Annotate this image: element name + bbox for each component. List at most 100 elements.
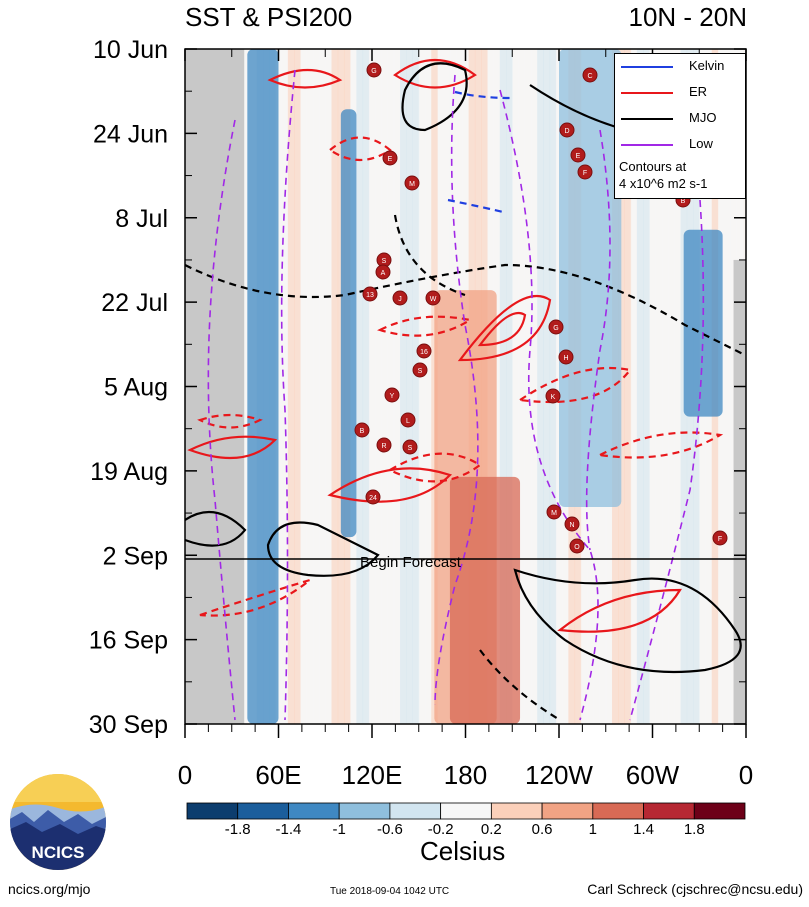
contour-kelvin	[447, 198, 504, 214]
chart-title: SST & PSI200	[185, 2, 353, 32]
colorbar-tick-label: -0.6	[377, 821, 403, 838]
colorbar-tick-label: -1	[333, 821, 346, 838]
region-label: 10N - 20N	[628, 2, 748, 32]
sst-stripe	[724, 49, 731, 724]
colorbar-tick-label: 0.6	[532, 821, 553, 838]
storm-marker-symbol	[577, 164, 593, 180]
storm-marker: R	[376, 437, 392, 453]
sst-stripe	[424, 49, 432, 724]
storm-marker-label: E	[576, 153, 581, 160]
storm-marker-symbol	[425, 290, 441, 306]
sst-stripe	[312, 49, 320, 724]
sst-stripe	[674, 49, 682, 724]
storm-marker: 13	[362, 286, 378, 302]
contour-mjo	[185, 263, 746, 356]
colorbar-swatch	[237, 802, 289, 820]
storm-marker: S	[402, 439, 418, 455]
storm-marker: G	[366, 62, 382, 78]
sst-anomaly-band	[340, 109, 357, 538]
storm-marker: J	[392, 290, 408, 306]
contour-mjo	[513, 568, 742, 674]
legend-note: Contours at 4 x10^6 m2 s-1	[619, 158, 707, 192]
sst-stripe	[524, 49, 532, 724]
legend-note-line1: Contours at	[619, 159, 687, 174]
sst-stripe	[518, 49, 526, 724]
sst-stripe	[506, 49, 513, 724]
y-tick-label: 2 Sep	[103, 542, 168, 570]
storm-marker-symbol	[375, 264, 391, 280]
storm-marker-symbol	[564, 516, 580, 532]
contour-mjo	[266, 521, 380, 577]
colorbar-tick-label: 0.2	[481, 821, 502, 838]
sst-stripe	[549, 49, 557, 724]
storm-marker: G	[548, 319, 564, 335]
sst-stripe	[368, 49, 376, 724]
contour-mjo	[401, 62, 468, 132]
legend-label-kelvin: Kelvin	[689, 58, 725, 73]
storm-marker: C	[582, 67, 598, 83]
colorbar-swatch	[186, 802, 239, 820]
y-tick-label: 19 Aug	[90, 458, 168, 486]
sst-stripe	[400, 49, 407, 724]
storm-marker-symbol	[404, 175, 420, 191]
storm-marker-symbol	[362, 286, 378, 302]
storm-marker-symbol	[412, 362, 428, 378]
colorbar-swatch	[288, 802, 340, 820]
sst-stripe	[543, 49, 551, 724]
colorbar-swatch	[440, 802, 492, 820]
sst-stripe	[530, 49, 538, 724]
sst-stripe	[493, 49, 501, 724]
y-tick-label: 16 Sep	[89, 627, 168, 655]
sst-stripe	[300, 49, 308, 724]
storm-marker-symbol	[545, 388, 561, 404]
contour-er	[457, 295, 552, 362]
storm-marker: L	[400, 412, 416, 428]
contour-low	[585, 129, 611, 551]
storm-marker: 24	[365, 489, 381, 505]
storm-marker-label: F	[583, 170, 587, 177]
contour-er	[328, 136, 392, 161]
contour-er	[199, 578, 311, 617]
storm-marker-symbol	[548, 319, 564, 335]
storm-marker-label: S	[408, 445, 413, 452]
x-tick-label: 60W	[626, 760, 680, 790]
contour-er	[197, 413, 263, 429]
contour-er	[477, 312, 527, 347]
storm-marker-label: K	[551, 394, 556, 401]
colorbar-swatch	[643, 802, 695, 820]
contour-mjo	[393, 214, 466, 297]
storm-marker-symbol	[354, 422, 370, 438]
sst-stripe	[618, 49, 625, 724]
contour-low	[207, 119, 236, 721]
contour-mjo	[479, 649, 561, 721]
contour-low	[629, 199, 705, 721]
legend-item-low: Low	[619, 136, 743, 154]
storm-marker-label: 24	[369, 495, 377, 502]
storm-marker-symbol	[402, 439, 418, 455]
contour-er	[393, 58, 477, 89]
storm-marker: A	[375, 264, 391, 280]
sst-stripe	[375, 49, 382, 724]
legend-item-er: ER	[619, 84, 743, 102]
sst-stripe	[499, 49, 507, 724]
x-tick-label: 0	[739, 760, 753, 790]
sst-anomaly-band	[559, 49, 622, 508]
x-tick-label: 180	[444, 760, 487, 790]
legend: Kelvin ER MJO Low Contours at 4 x10^6 m2…	[614, 53, 746, 199]
contour-mjo	[185, 510, 247, 547]
storm-marker-label: Y	[390, 393, 395, 400]
x-tick-label: 120E	[342, 760, 403, 790]
contour-low	[280, 69, 296, 721]
contour-er	[187, 435, 278, 460]
sst-stripe	[306, 49, 314, 724]
storm-marker-symbol	[376, 437, 392, 453]
storm-marker: M	[404, 175, 420, 191]
storm-marker: F	[712, 530, 728, 546]
sst-stripe	[649, 49, 657, 724]
sst-stripe	[387, 49, 395, 724]
storm-marker-label: G	[371, 68, 376, 75]
sst-anomaly-band	[449, 476, 521, 724]
footer-author: Carl Schreck (cjschrec@ncsu.edu)	[587, 881, 803, 897]
contour-low	[434, 74, 479, 706]
storm-marker: D	[559, 122, 575, 138]
